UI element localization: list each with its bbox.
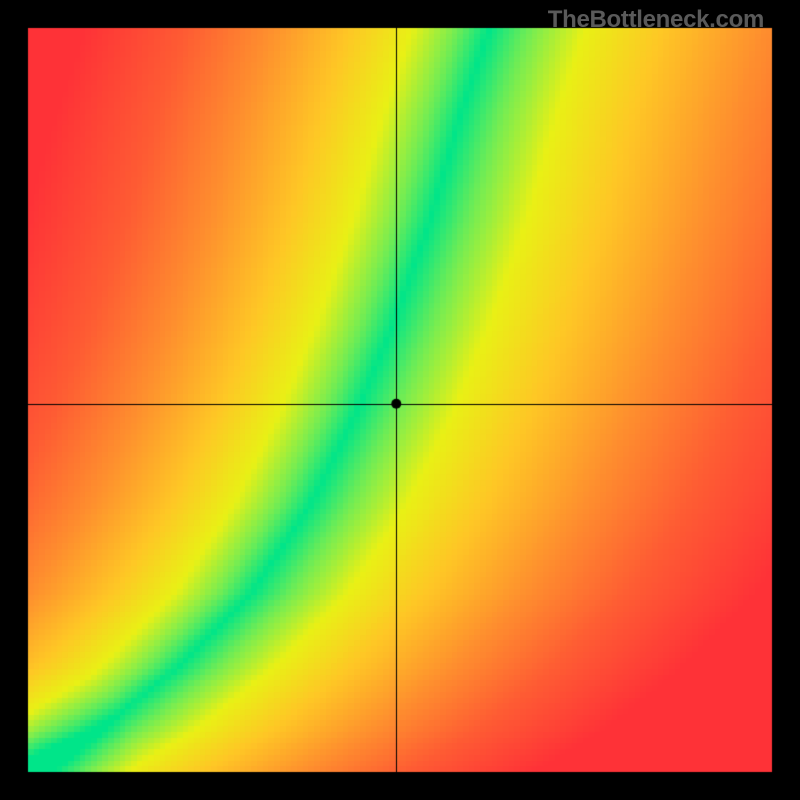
watermark-text: TheBottleneck.com: [548, 6, 764, 34]
chart-container: TheBottleneck.com: [0, 0, 800, 800]
bottleneck-heatmap: [0, 0, 800, 800]
